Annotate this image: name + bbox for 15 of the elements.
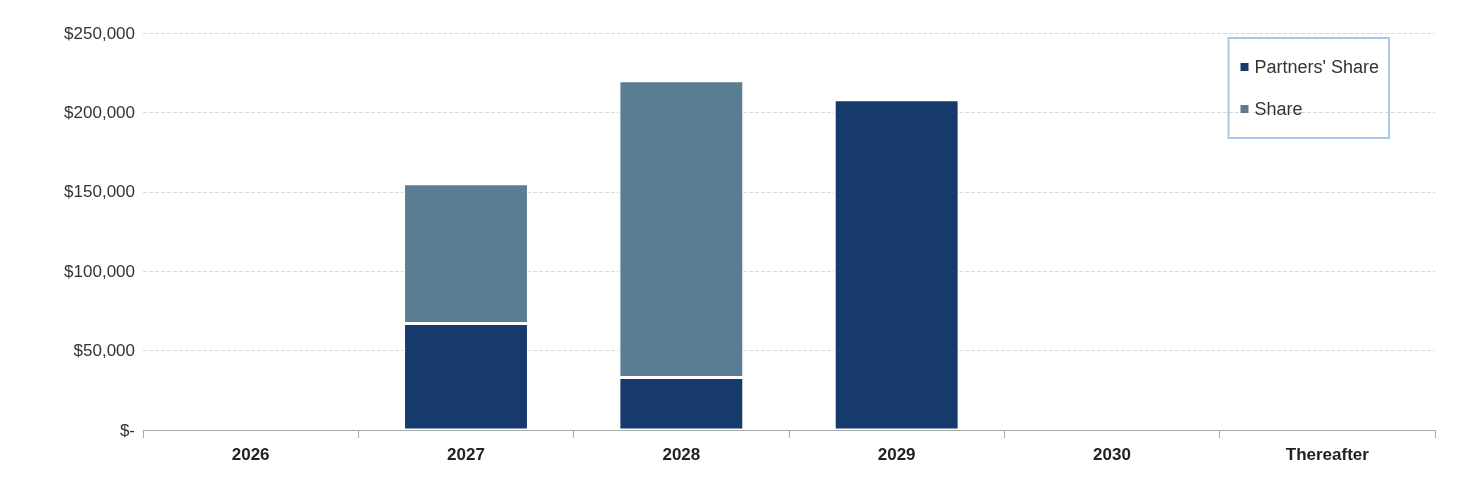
x-tick-label: 2029: [877, 445, 916, 464]
y-tick-label: $-: [119, 420, 135, 440]
bar: [834, 99, 960, 430]
x-tick-label: 2026: [231, 445, 270, 464]
x-tick-label: 2027: [447, 445, 485, 464]
x-tick-label: 2030: [1093, 445, 1131, 464]
y-tick-label: $100,000: [64, 261, 135, 281]
y-tick-label: $50,000: [73, 341, 135, 361]
x-tick-label: 2028: [662, 445, 701, 464]
y-tick-label: $200,000: [64, 102, 135, 122]
y-tick-label: $150,000: [64, 182, 135, 202]
legend-label: Partners' Share: [1254, 57, 1379, 77]
x-tick-label: Thereafter: [1285, 445, 1370, 464]
y-tick-label: $250,000: [64, 23, 135, 43]
legend-label: Share: [1254, 99, 1303, 119]
